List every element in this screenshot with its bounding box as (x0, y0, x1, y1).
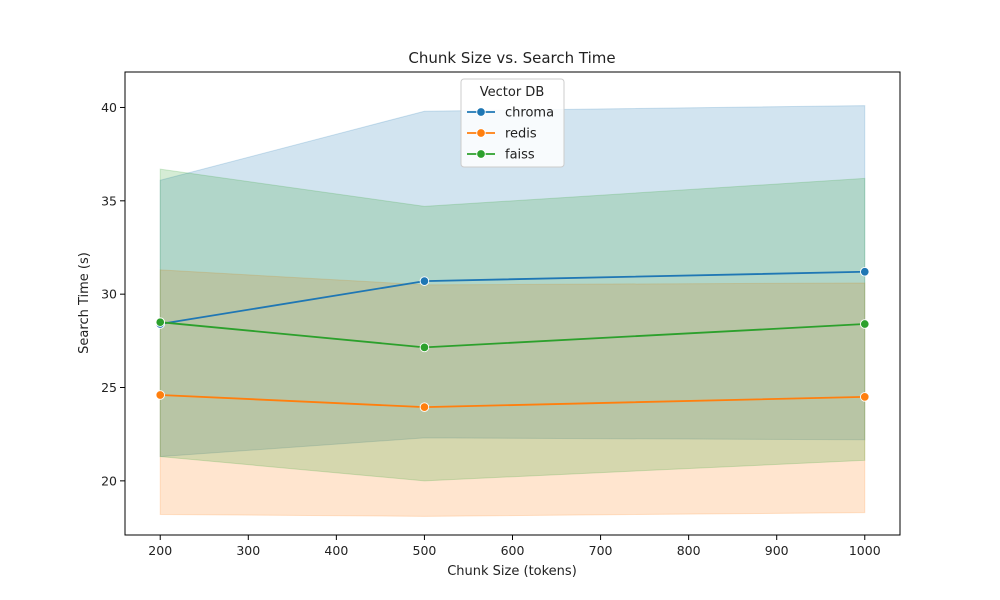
data-point-redis (419, 402, 430, 412)
legend-label-faiss: faiss (505, 148, 535, 163)
ci-band-chroma (159, 105, 866, 458)
y-tick-label: 20 (101, 473, 117, 488)
data-point-chroma (419, 276, 430, 286)
y-tick-label: 35 (101, 193, 117, 208)
x-tick-label: 1000 (849, 543, 881, 558)
legend-box (460, 78, 565, 168)
x-axis-label: Chunk Size (tokens) (447, 564, 577, 579)
ci-band-faiss (159, 168, 866, 482)
legend-marker-chroma (476, 107, 486, 117)
y-tick-label: 40 (101, 100, 117, 115)
x-tick-label: 800 (677, 543, 701, 558)
y-tick-label: 30 (101, 287, 117, 302)
y-tick-label: 25 (101, 380, 117, 395)
data-point-faiss (419, 342, 430, 353)
legend-label-redis: redis (505, 127, 537, 142)
legend: Vector DB chroma redis faiss (460, 78, 565, 168)
x-tick-label: 300 (236, 543, 260, 558)
y-axis-label: Search Time (s) (77, 252, 92, 354)
legend-title: Vector DB (480, 85, 545, 100)
x-tick-label: 200 (148, 543, 172, 558)
x-tick-label: 700 (589, 543, 613, 558)
data-point-redis (155, 390, 165, 400)
chart-title: Chunk Size vs. Search Time (408, 49, 615, 67)
legend-marker-redis (476, 128, 486, 138)
x-tick-label: 600 (501, 543, 525, 558)
x-tick-label: 500 (413, 543, 437, 558)
y-axis: 20 25 30 35 40 (101, 100, 125, 488)
x-tick-label: 400 (324, 543, 348, 558)
x-tick-label: 900 (765, 543, 789, 558)
data-point-faiss (155, 317, 165, 327)
data-point-chroma (860, 267, 870, 277)
data-point-faiss (860, 319, 870, 329)
legend-label-chroma: chroma (505, 106, 554, 121)
legend-marker-faiss (476, 149, 486, 159)
x-axis: 200 300 400 500 600 700 800 900 1000 (148, 535, 881, 558)
series-points (155, 267, 870, 412)
data-point-redis (860, 392, 870, 402)
